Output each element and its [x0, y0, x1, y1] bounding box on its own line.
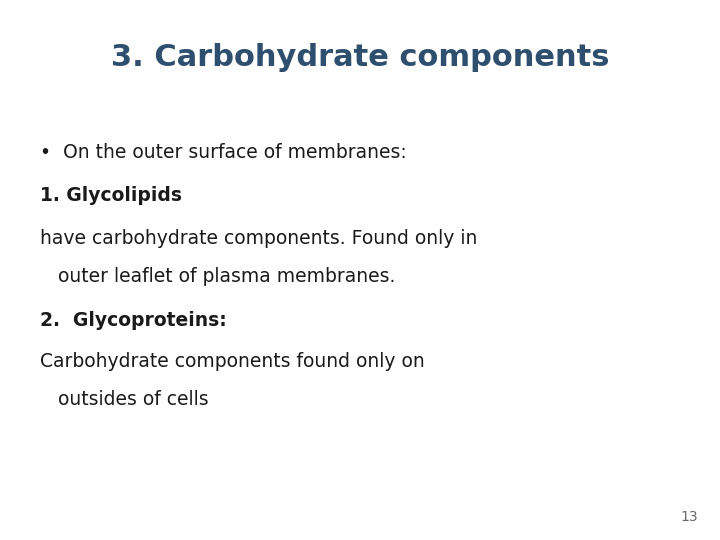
Text: outsides of cells: outsides of cells: [40, 390, 208, 409]
Text: outer leaflet of plasma membranes.: outer leaflet of plasma membranes.: [40, 267, 395, 286]
Text: 3. Carbohydrate components: 3. Carbohydrate components: [111, 43, 609, 72]
Text: have carbohydrate components. Found only in: have carbohydrate components. Found only…: [40, 230, 477, 248]
Text: •  On the outer surface of membranes:: • On the outer surface of membranes:: [40, 143, 406, 162]
Text: 1. Glycolipids: 1. Glycolipids: [40, 186, 181, 205]
Text: Carbohydrate components found only on: Carbohydrate components found only on: [40, 352, 424, 371]
Text: 13: 13: [681, 510, 698, 524]
Text: 2.  Glycoproteins:: 2. Glycoproteins:: [40, 310, 226, 329]
